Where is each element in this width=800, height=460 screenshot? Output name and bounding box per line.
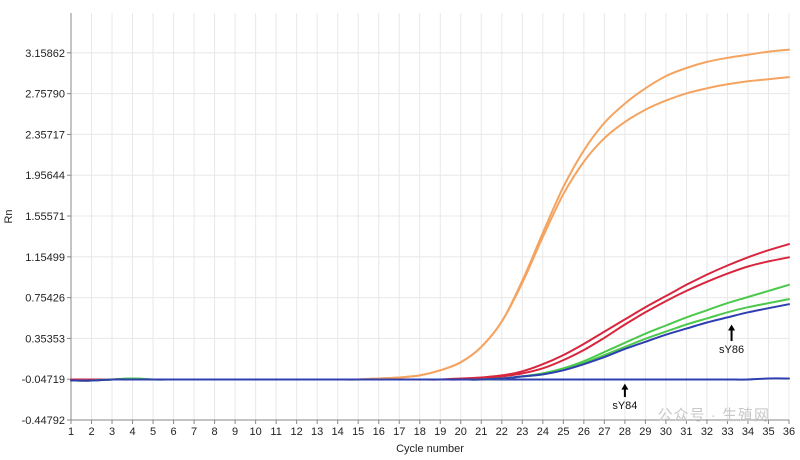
y-tick-label: 1.55571 xyxy=(25,211,65,223)
x-tick-label: 11 xyxy=(270,426,281,438)
x-axis-label: Cycle number xyxy=(396,443,464,455)
x-tick-label: 13 xyxy=(311,426,323,438)
annotation-arrow-head xyxy=(728,324,736,331)
watermark-text: 公众号 · 生殖网 xyxy=(657,407,770,424)
x-tick-label: 29 xyxy=(639,426,651,438)
x-tick-label: 25 xyxy=(557,426,569,438)
annotation-arrow-head xyxy=(621,383,629,390)
x-tick-label: 21 xyxy=(475,426,487,438)
x-tick-label: 36 xyxy=(783,426,795,438)
x-tick-label: 16 xyxy=(373,426,385,438)
x-tick-label: 4 xyxy=(129,426,135,438)
x-tick-label: 30 xyxy=(660,426,672,438)
x-tick-label: 6 xyxy=(171,426,177,438)
y-tick-label: -0.04719 xyxy=(22,374,65,386)
x-tick-label: 32 xyxy=(701,426,713,438)
y-tick-label: 1.15499 xyxy=(25,252,65,264)
annotation-label: sY84 xyxy=(612,400,637,412)
x-tick-label: 2 xyxy=(88,426,94,438)
x-tick-label: 8 xyxy=(212,426,218,438)
y-tick-label: 0.35353 xyxy=(25,333,65,345)
y-tick-label: -0.44792 xyxy=(22,415,65,427)
x-tick-label: 28 xyxy=(619,426,631,438)
series-line xyxy=(70,303,790,382)
x-tick-label: 34 xyxy=(742,426,754,438)
x-tick-label: 27 xyxy=(598,426,610,438)
annotation-label: sY86 xyxy=(719,344,744,356)
x-tick-label: 10 xyxy=(250,426,262,438)
y-tick-label: 2.75790 xyxy=(25,89,65,101)
y-tick-label: 0.75426 xyxy=(25,293,65,305)
x-tick-label: 14 xyxy=(332,426,344,438)
y-tick-label: 2.35717 xyxy=(25,129,65,141)
x-tick-label: 12 xyxy=(291,426,303,438)
x-tick-label: 9 xyxy=(232,426,238,438)
x-tick-label: 33 xyxy=(721,426,733,438)
x-tick-label: 19 xyxy=(434,426,446,438)
x-tick-label: 15 xyxy=(352,426,364,438)
x-tick-label: 20 xyxy=(455,426,467,438)
x-tick-label: 1 xyxy=(68,426,74,438)
x-tick-label: 3 xyxy=(109,426,115,438)
x-tick-label: 31 xyxy=(680,426,692,438)
x-tick-label: 5 xyxy=(150,426,156,438)
x-tick-label: 23 xyxy=(516,426,528,438)
x-tick-label: 17 xyxy=(393,426,405,438)
y-tick-label: 3.15862 xyxy=(25,48,65,60)
x-tick-label: 7 xyxy=(191,426,197,438)
x-tick-label: 22 xyxy=(496,426,508,438)
y-axis-label: Rn xyxy=(3,209,15,223)
y-tick-label: 1.95644 xyxy=(25,170,65,182)
x-tick-label: 35 xyxy=(762,426,774,438)
x-tick-label: 26 xyxy=(578,426,590,438)
x-tick-label: 24 xyxy=(537,426,549,438)
x-tick-label: 18 xyxy=(414,426,426,438)
